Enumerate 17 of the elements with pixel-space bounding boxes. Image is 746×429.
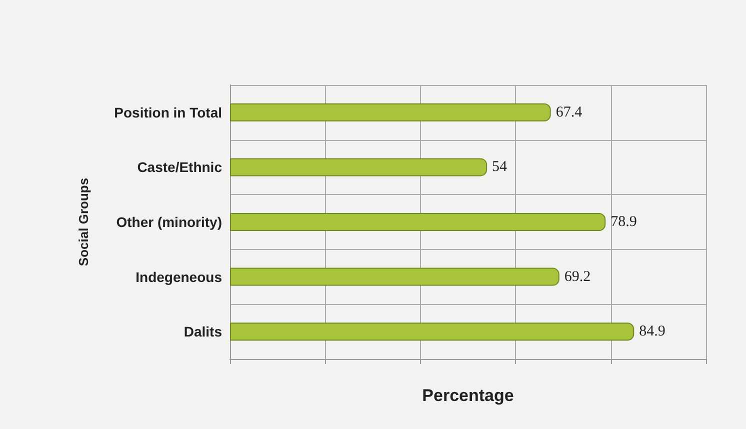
x-axis-title: Percentage (422, 386, 514, 405)
y-tick-label: Dalits (184, 324, 222, 340)
data-label: 78.9 (610, 214, 637, 230)
y-tick-label: Caste/Ethnic (137, 159, 222, 176)
data-label: 69.2 (564, 268, 591, 285)
data-label: 67.4 (556, 104, 583, 120)
bar (230, 103, 551, 122)
data-label: 54 (492, 159, 508, 176)
y-tick-label: Other (minority) (116, 214, 222, 230)
bar (230, 322, 634, 341)
y-tick-label: Indegeneous (136, 268, 222, 285)
data-label: 84.9 (639, 324, 666, 340)
bar (230, 158, 488, 176)
bar (230, 213, 606, 231)
y-axis-title: Social Groups (76, 178, 91, 266)
y-tick-label: Position in Total (114, 104, 222, 120)
bar (230, 268, 560, 286)
